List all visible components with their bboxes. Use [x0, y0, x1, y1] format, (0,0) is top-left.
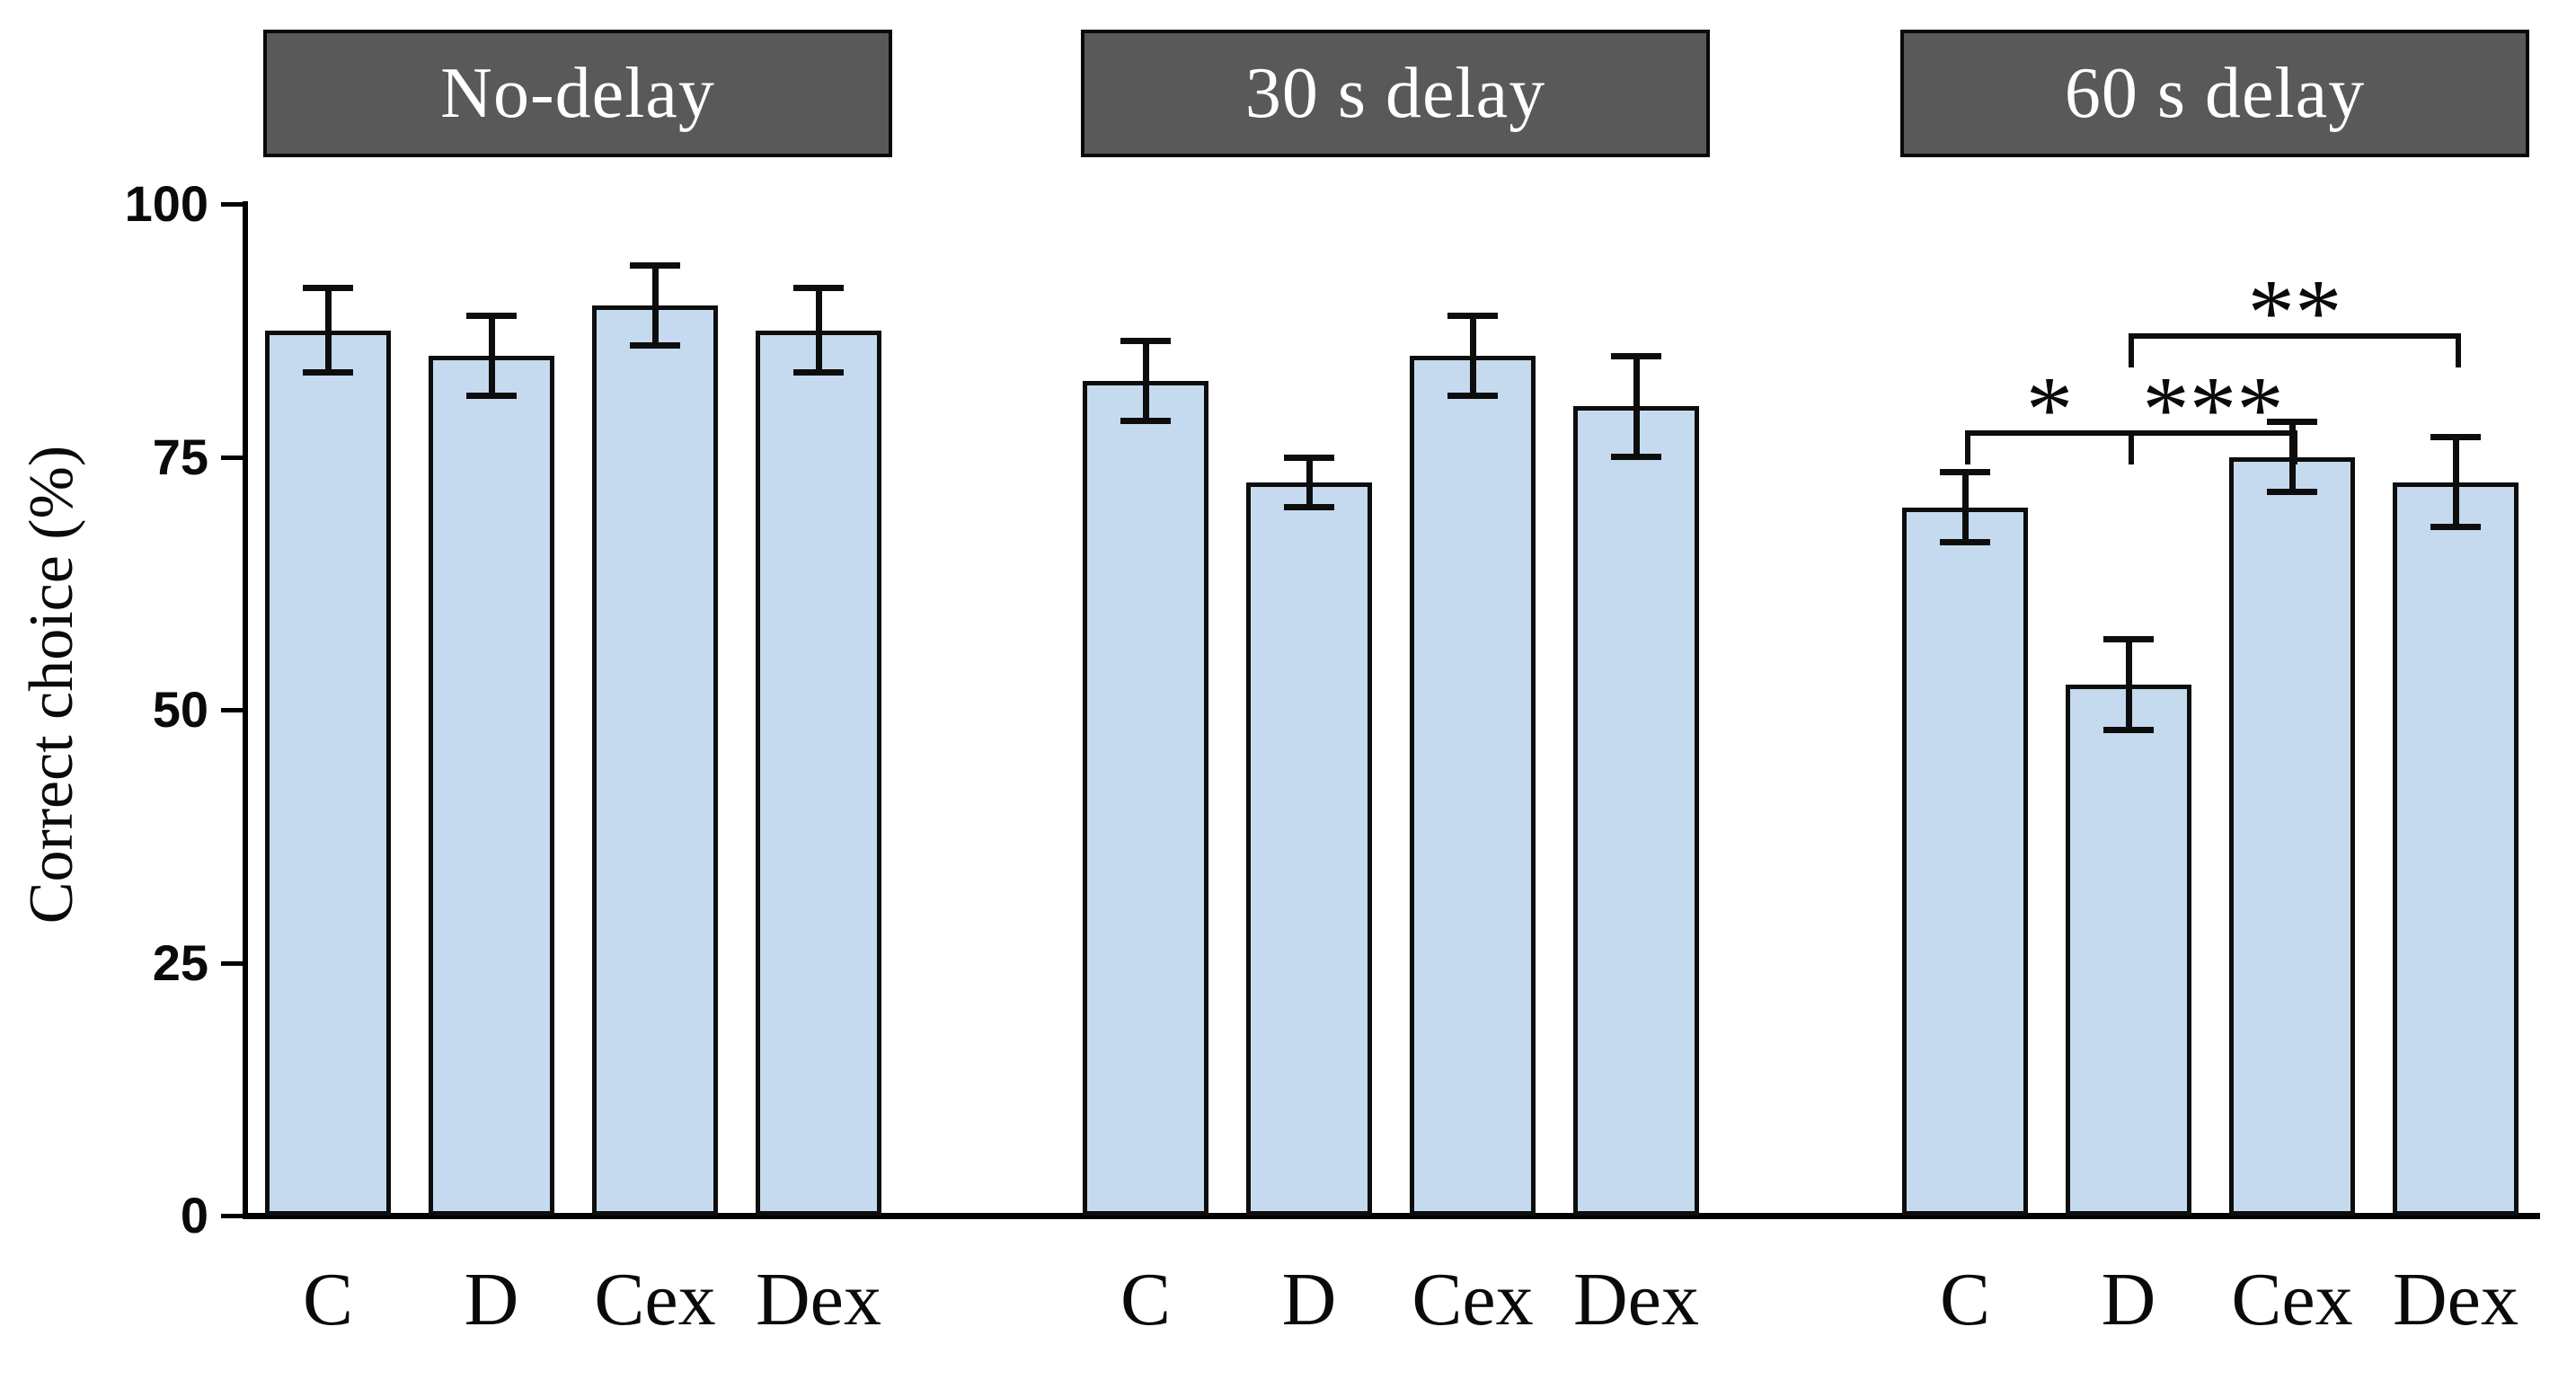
bar-no-delay-C: [265, 330, 391, 1216]
error-bar-line: [2125, 639, 2132, 730]
error-bar-line: [2452, 436, 2459, 528]
error-bar-line: [1469, 314, 1476, 396]
y-tick-label: 50: [152, 681, 208, 738]
error-bar-cap-top: [2103, 636, 2154, 643]
bar-30-s-delay-Dex: [1573, 406, 1699, 1216]
error-bar-line: [324, 288, 332, 374]
bar-60-s-delay-Cex: [2229, 456, 2355, 1216]
sig-label-1star: *: [2025, 357, 2074, 462]
error-bar-cap-top: [1447, 312, 1498, 319]
x-tick-label-cex: Cex: [1412, 1258, 1534, 1341]
bar-60-s-delay-Dex: [2393, 482, 2518, 1216]
bar-30-s-delay-D: [1246, 482, 1372, 1216]
error-bar-line: [1306, 456, 1313, 508]
sig-label-3star: ***: [2142, 357, 2284, 462]
error-bar-cap-bottom: [1120, 418, 1171, 425]
x-tick-label-d: D: [464, 1258, 519, 1341]
x-tick-label-c: C: [302, 1258, 354, 1341]
bar-30-s-delay-C: [1083, 381, 1208, 1216]
bar-60-s-delay-D: [2066, 684, 2191, 1216]
error-bar-line: [488, 314, 495, 396]
x-axis-line: [243, 1213, 2540, 1219]
x-tick-label-d: D: [2101, 1258, 2156, 1341]
sig-bracket-tick: [2456, 333, 2461, 367]
error-bar-cap-top: [2267, 419, 2317, 426]
error-bar-cap-top: [303, 285, 353, 292]
error-bar-cap-bottom: [2430, 524, 2481, 531]
x-tick-label-cex: Cex: [2231, 1258, 2353, 1341]
y-tick-label: 25: [152, 933, 208, 991]
y-tick-label: 100: [124, 175, 208, 232]
error-bar-line: [1142, 341, 1149, 422]
y-tick-mark: [221, 1214, 245, 1218]
error-bar-line: [651, 264, 659, 346]
error-bar-cap-bottom: [1940, 539, 1990, 546]
y-tick-mark: [221, 960, 245, 966]
y-tick-mark: [221, 708, 245, 712]
error-bar-cap-top: [466, 312, 517, 319]
error-bar-cap-bottom: [1447, 392, 1498, 399]
error-bar-cap-bottom: [793, 369, 844, 376]
error-bar-cap-bottom: [1284, 503, 1334, 510]
x-tick-label-cex: Cex: [594, 1258, 716, 1341]
y-tick-label: 75: [152, 428, 208, 485]
error-bar-line: [1633, 355, 1640, 457]
error-bar-cap-bottom: [466, 392, 517, 399]
x-tick-label-c: C: [1939, 1258, 1991, 1341]
x-tick-label-d: D: [1281, 1258, 1337, 1341]
error-bar-line: [815, 288, 822, 374]
error-bar-cap-bottom: [2267, 488, 2317, 495]
bar-60-s-delay-C: [1902, 507, 2028, 1216]
x-tick-label-dex: Dex: [1573, 1258, 1699, 1341]
y-tick-mark: [221, 202, 245, 207]
bar-no-delay-D: [429, 355, 554, 1216]
group-header-label: No-delay: [440, 53, 715, 133]
error-bar-cap-top: [1611, 352, 1661, 359]
error-bar-cap-top: [1120, 338, 1171, 344]
error-bar-line: [1961, 472, 1969, 544]
y-tick-label: 0: [180, 1187, 208, 1243]
bar-30-s-delay-Cex: [1410, 355, 1536, 1216]
sig-bracket-line: [1965, 430, 2134, 436]
error-bar-cap-bottom: [1611, 453, 1661, 460]
sig-label-2star: **: [2247, 260, 2342, 365]
sig-bracket-tick: [1965, 430, 1970, 464]
error-bar-cap-top: [630, 261, 680, 269]
sig-bracket-tick: [2129, 430, 2134, 464]
sig-bracket-tick: [2129, 333, 2134, 367]
bar-no-delay-Cex: [592, 305, 718, 1216]
x-tick-label-c: C: [1120, 1258, 1172, 1341]
error-bar-cap-top: [793, 285, 844, 292]
group-header-no-delay: No-delay: [263, 30, 892, 157]
sig-bracket-line: [2129, 333, 2461, 339]
group-header-60s-delay: 60 s delay: [1900, 30, 2529, 157]
sig-bracket-tick: [2292, 430, 2297, 464]
group-header-label: 30 s delay: [1244, 53, 1546, 133]
error-bar-cap-bottom: [303, 369, 353, 376]
x-tick-label-dex: Dex: [756, 1258, 881, 1341]
error-bar-cap-bottom: [630, 341, 680, 349]
error-bar-cap-top: [2430, 433, 2481, 440]
y-axis-line: [243, 201, 248, 1218]
error-bar-cap-top: [1940, 469, 1990, 476]
sig-bracket-line: [2129, 430, 2297, 436]
error-bar-cap-bottom: [2103, 726, 2154, 733]
bar-no-delay-Dex: [756, 330, 881, 1216]
group-header-30s-delay: 30 s delay: [1081, 30, 1710, 157]
x-tick-label-dex: Dex: [2393, 1258, 2518, 1341]
y-tick-mark: [221, 455, 245, 460]
error-bar-cap-top: [1284, 454, 1334, 461]
group-header-label: 60 s delay: [2064, 53, 2366, 133]
